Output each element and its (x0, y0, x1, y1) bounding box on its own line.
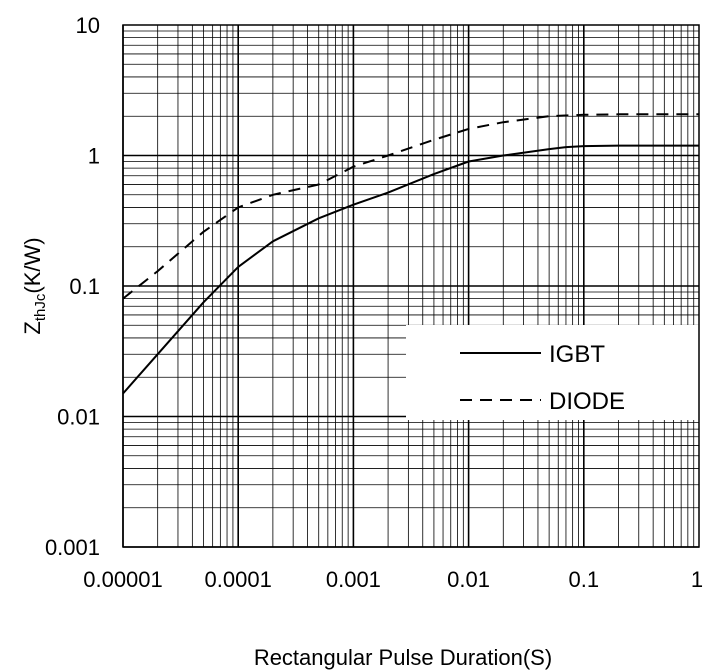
x-tick-label: 0.01 (447, 567, 490, 592)
x-axis-title: Rectangular Pulse Duration(S) (254, 645, 552, 670)
legend-box (406, 325, 699, 420)
x-tick-labels: 0.00001 0.0001 0.001 0.01 0.1 1 (83, 567, 703, 592)
legend-igbt-label: IGBT (549, 341, 605, 368)
x-tick-label: 0.0001 (205, 567, 272, 592)
grid (122, 25, 699, 548)
x-tick-label: 0.001 (326, 567, 381, 592)
plot-border (122, 24, 700, 548)
y-axis-title-rest: (K/W) (20, 237, 45, 293)
series-line-diode (122, 113, 699, 300)
y-tick-label: 10 (76, 13, 100, 38)
y-axis-title-main: Z (20, 321, 45, 334)
y-axis-title: ZthJc(K/W) (20, 237, 49, 334)
series-line-igbt (122, 144, 699, 395)
x-tick-label: 1 (691, 567, 703, 592)
x-tick-label: 0.00001 (83, 567, 163, 592)
y-axis-title-sub: thJc (32, 293, 49, 321)
legend: IGBT DIODE (406, 325, 699, 420)
y-tick-label: 0.001 (45, 535, 100, 560)
y-tick-label: 0.1 (69, 274, 100, 299)
y-tick-label: 1 (88, 144, 100, 169)
plot-frame (122, 24, 700, 548)
x-tick-label: 0.1 (569, 567, 600, 592)
y-tick-label: 0.01 (57, 405, 100, 430)
series-layer (122, 113, 699, 395)
y-tick-labels: 0.001 0.01 0.1 1 10 (45, 13, 100, 560)
legend-diode-label: DIODE (549, 388, 625, 415)
